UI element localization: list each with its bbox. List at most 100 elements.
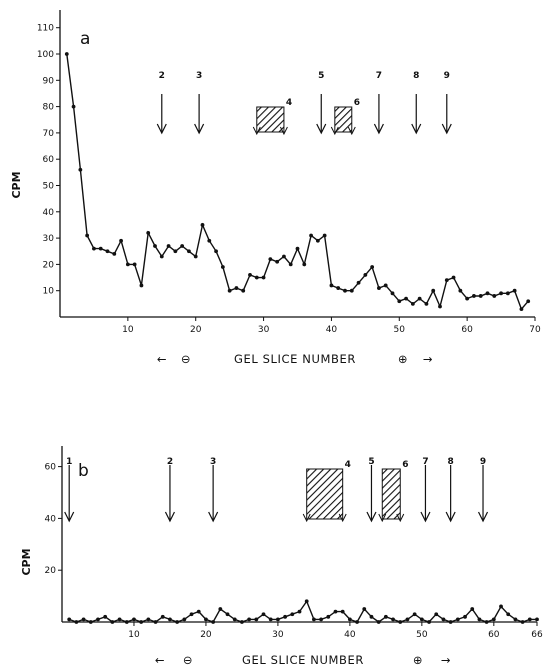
panel-b-data-point <box>290 612 295 617</box>
panel-a-y-tick-label: 40 <box>43 208 55 218</box>
panel-b-marker-arrowhead-5 <box>366 511 377 523</box>
panel-a-data-point <box>187 249 191 254</box>
panel-a-data-point <box>146 230 151 235</box>
panel-b-y-tick-label: 60 <box>45 463 57 473</box>
panel-a-data-point <box>227 288 232 293</box>
panel-b-marker-label-2: 2 <box>167 457 173 467</box>
panel-b-data-point <box>81 617 86 622</box>
panel-a-data-point <box>180 244 185 248</box>
panel-b-marker-label-9: 9 <box>480 457 486 467</box>
panel-b-data-point <box>376 620 381 624</box>
panel-a-marker-arrowhead-9 <box>441 123 452 135</box>
panel-a-marker-label-9: 9 <box>444 71 450 81</box>
panel-a-data-point <box>478 294 483 298</box>
panel-a-y-tick-label: 80 <box>43 103 55 113</box>
panel-b-data-point <box>240 620 244 624</box>
panel-a-data-point <box>153 244 157 248</box>
panel-b-series-line <box>68 599 537 623</box>
panel-b-letter: b <box>78 461 89 481</box>
panel-b-data-point <box>225 612 230 617</box>
panel-b-data-point <box>218 607 223 611</box>
panel-b-data-point <box>110 620 115 624</box>
panel-a-x-tick-label: 30 <box>258 325 270 335</box>
panel-b-marker-arrowhead-8 <box>445 511 456 523</box>
panel-a-data-point <box>193 254 198 259</box>
panel-a-data-point <box>519 307 524 312</box>
panel-a-data-point <box>112 251 117 256</box>
panel-b-x-tick-label: 40 <box>344 630 356 640</box>
panel-b-band-edge-arrow-4 <box>302 513 311 523</box>
panel-a-marker-arrowhead-3 <box>194 123 205 135</box>
panel-b-data-point <box>491 617 496 622</box>
panel-a-y-tick-label: 90 <box>43 76 55 86</box>
panel-b-data-point <box>189 612 194 617</box>
panel-a-data-point <box>159 254 164 259</box>
panel-b-data-point <box>283 614 288 619</box>
panel-a-data-point <box>472 294 476 298</box>
panel-b-data-point <box>247 617 252 622</box>
panel-b-data-point <box>369 614 374 619</box>
panel-b-data-point <box>117 617 122 622</box>
panel-a-data-point <box>234 286 239 290</box>
panel-a-data-point <box>499 291 503 296</box>
panel-b-marker-arrowhead-2 <box>164 511 175 523</box>
panel-b-data-point <box>139 620 144 624</box>
panel-a-band-edge-arrow-6 <box>330 126 339 136</box>
panel-a-data-point <box>438 304 442 309</box>
panel-b-band-edge-arrow-6 <box>396 513 405 523</box>
panel-b-data-point <box>405 617 410 622</box>
panel-a-data-point <box>356 280 361 285</box>
panel-a-marker-arrowhead-8 <box>411 123 422 135</box>
panel-b-data-point <box>276 617 280 622</box>
panel-b-x-tick-label: 30 <box>272 630 284 640</box>
panel-b-data-point <box>340 609 345 614</box>
panel-a-data-point <box>64 52 69 56</box>
panel-a-data-point <box>92 246 96 251</box>
panel-b-data-point <box>304 599 309 604</box>
panel-a-data-point <box>166 244 171 248</box>
panel-b-x-label-left-arrow: ← <box>155 653 165 667</box>
panel-b-data-point <box>347 617 352 622</box>
panel-a-band-label-6: 6 <box>354 98 360 108</box>
panel-a-y-tick-label: 70 <box>43 129 55 139</box>
panel-a-series-line <box>66 53 529 311</box>
panel-b-data-point <box>419 617 424 622</box>
panel-b-hatched-band-4 <box>306 468 344 520</box>
panel-b-x-label-text: GEL SLICE NUMBER <box>242 653 364 667</box>
panel-b-marker-label-5: 5 <box>368 457 374 467</box>
panel-a-y-tick-label: 20 <box>43 260 55 270</box>
panel-b-data-point <box>355 620 359 624</box>
panel-a-data-point <box>390 291 395 296</box>
panel-a-data-point <box>78 167 83 172</box>
panel-a-data-point <box>139 283 144 288</box>
panel-a-data-point <box>383 283 388 288</box>
panel-b-data-point <box>88 620 93 624</box>
panel-b-data-point <box>254 617 259 622</box>
panel-a-data-point <box>200 223 205 227</box>
panel-a-data-point <box>424 301 429 306</box>
panel-a-data-point <box>214 249 218 254</box>
panel-b-data-point <box>391 617 395 622</box>
panel-b-data-point <box>319 617 323 622</box>
panel-a-data-point <box>119 238 123 243</box>
panel-a-data-point <box>336 286 341 290</box>
panel-a-x-tick-label: 20 <box>190 325 202 335</box>
panel-a-y-tick-label: 110 <box>37 24 54 34</box>
panel-a-marker-label-5: 5 <box>318 71 324 81</box>
panel-a-data-point <box>322 233 327 238</box>
panel-b-data-point <box>103 614 108 619</box>
panel-a-data-point <box>132 262 137 267</box>
panel-b-x-tick-label: 66 <box>531 630 543 640</box>
panel-b-data-point <box>232 617 237 622</box>
panel-b-data-point <box>268 617 273 622</box>
panel-b-data-point <box>175 620 180 624</box>
panel-a-data-point <box>125 262 130 267</box>
panel-b-data-point <box>160 614 165 619</box>
panel-a-data-point <box>275 259 280 264</box>
panel-a-marker-label-8: 8 <box>413 71 419 81</box>
panel-a-band-edge-arrow-4 <box>252 126 261 136</box>
panel-b-marker-arrowhead-3 <box>208 511 219 523</box>
panel-b-marker-arrowhead-9 <box>477 511 489 523</box>
panel-b-data-point <box>124 620 129 624</box>
